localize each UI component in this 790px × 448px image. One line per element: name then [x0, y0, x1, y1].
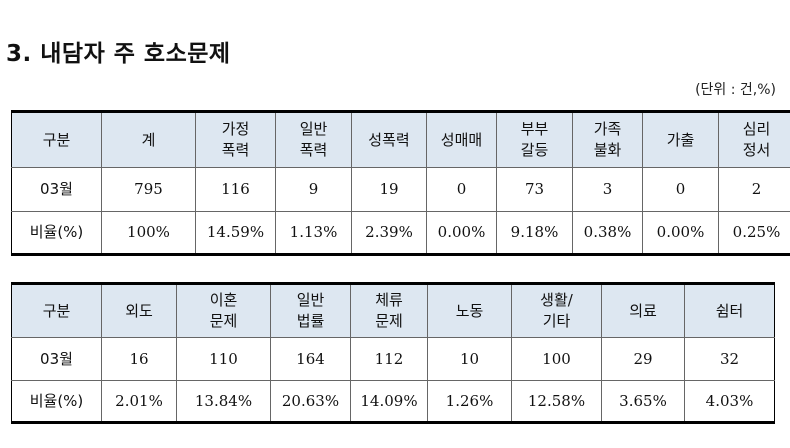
value-cell: 1.26% — [427, 380, 512, 423]
header-text: 노동 — [455, 301, 484, 320]
header-text: 가족 — [593, 120, 622, 138]
value-cell: 100% — [101, 211, 196, 255]
header-text: 불화 — [593, 141, 622, 159]
table-row: 03월 16 110 164 112 10 100 29 32 — [11, 337, 775, 381]
value-cell: 19 — [351, 167, 427, 212]
header-text: 생활/ — [540, 291, 573, 309]
header-text: 가정 — [221, 120, 250, 138]
value-cell: 12.58% — [511, 380, 602, 423]
table-row: 비율(%) 100% 14.59% 1.13% 2.39% 0.00% 9.18% 0.38%… — [11, 211, 790, 255]
value-cell: 2.01% — [101, 380, 177, 423]
header-cell: 의료 — [601, 283, 685, 338]
header-text: 가출 — [666, 130, 695, 149]
header-text: 일반 — [299, 120, 328, 138]
value-cell: 4.03% — [684, 380, 775, 423]
value-cell: 0.38% — [572, 211, 643, 255]
header-text: 폭력 — [299, 141, 328, 159]
header-text: 쉼터 — [715, 301, 744, 320]
value-cell: 2 — [718, 167, 790, 212]
value-cell: 0.00% — [426, 211, 497, 255]
value-cell: 110 — [176, 337, 271, 381]
value-cell: 3 — [572, 167, 643, 212]
value-cell: 0.00% — [642, 211, 719, 255]
header-text: 계 — [141, 130, 156, 149]
header-text: 구분 — [42, 301, 71, 320]
header-text: 체류 — [375, 291, 403, 309]
value-cell: 1.13% — [275, 211, 352, 255]
header-text: 구분 — [42, 130, 71, 149]
header-text: 의료 — [629, 301, 657, 320]
header-cell: 가출 — [642, 111, 719, 168]
header-text: 심리 — [742, 120, 771, 138]
value-cell: 112 — [350, 337, 428, 381]
header-cell: 쉼터 — [684, 283, 775, 338]
row-label: 비율(%) — [11, 211, 102, 255]
header-cell: 생활/기타 — [511, 283, 602, 338]
value-cell: 29 — [601, 337, 685, 381]
header-text: 부부 — [520, 120, 549, 138]
header-text: 법률 — [296, 312, 325, 330]
table-row: 03월 795 116 9 19 0 73 3 0 2 — [11, 167, 790, 212]
page-title: 3. 내담자 주 호소문제 — [6, 41, 231, 67]
row-label: 03월 — [11, 167, 102, 212]
value-cell: 100 — [511, 337, 602, 381]
value-cell: 0.25% — [718, 211, 790, 255]
header-text: 성매매 — [440, 130, 483, 149]
value-cell: 3.65% — [601, 380, 685, 423]
row-label: 비율(%) — [11, 380, 102, 423]
value-cell: 0 — [426, 167, 497, 212]
value-cell: 32 — [684, 337, 775, 381]
value-cell: 795 — [101, 167, 196, 212]
value-cell: 20.63% — [270, 380, 351, 423]
header-cell: 계 — [101, 111, 196, 168]
header-text: 갈등 — [520, 141, 549, 159]
value-cell: 14.09% — [350, 380, 428, 423]
header-text: 문제 — [209, 312, 238, 330]
complaint-table-1: 구분 계 가정 폭력 일반 폭력 성폭력 성매매 부부 갈등 가족 불화 가출 심리 정서 03월 795 116… — [11, 110, 790, 256]
value-cell: 116 — [195, 167, 276, 212]
value-cell: 164 — [270, 337, 351, 381]
header-cell: 노동 — [427, 283, 512, 338]
value-cell: 9.18% — [496, 211, 573, 255]
header-text: 폭력 — [221, 141, 250, 159]
complaint-table-2: 구분 외도 이혼 문제 일반 법률 체류 문제 노동 생활/기타 의료 쉼터 03월 16 110 164 11… — [11, 282, 775, 424]
row-label: 03월 — [11, 337, 102, 381]
value-cell: 73 — [496, 167, 573, 212]
header-text: 일반 — [296, 291, 325, 309]
header-cell: 외도 — [101, 283, 177, 338]
value-cell: 9 — [275, 167, 352, 212]
header-row: 구분 계 가정 폭력 일반 폭력 성폭력 성매매 부부 갈등 가족 불화 가출 심리 정서 — [11, 111, 790, 168]
header-cell: 구분 — [11, 283, 102, 338]
value-cell: 2.39% — [351, 211, 427, 255]
value-cell: 0 — [642, 167, 719, 212]
value-cell: 10 — [427, 337, 512, 381]
header-cell: 구분 — [11, 111, 102, 168]
value-cell: 14.59% — [195, 211, 276, 255]
header-text: 이혼 — [209, 291, 238, 309]
header-text: 문제 — [375, 312, 403, 330]
header-text: 성폭력 — [368, 130, 410, 149]
header-row: 구분 외도 이혼 문제 일반 법률 체류 문제 노동 생활/기타 의료 쉼터 — [11, 283, 775, 338]
table-row: 비율(%) 2.01% 13.84% 20.63% 14.09% 1.26% 12.58% 3… — [11, 380, 775, 423]
value-cell: 16 — [101, 337, 177, 381]
header-text: 정서 — [742, 141, 771, 159]
header-cell: 성매매 — [426, 111, 497, 168]
value-cell: 13.84% — [176, 380, 271, 423]
header-cell: 성폭력 — [351, 111, 427, 168]
header-text: 외도 — [125, 301, 153, 320]
unit-label: (단위 : 건,%) — [695, 82, 776, 98]
header-text: 기타 — [542, 312, 571, 330]
